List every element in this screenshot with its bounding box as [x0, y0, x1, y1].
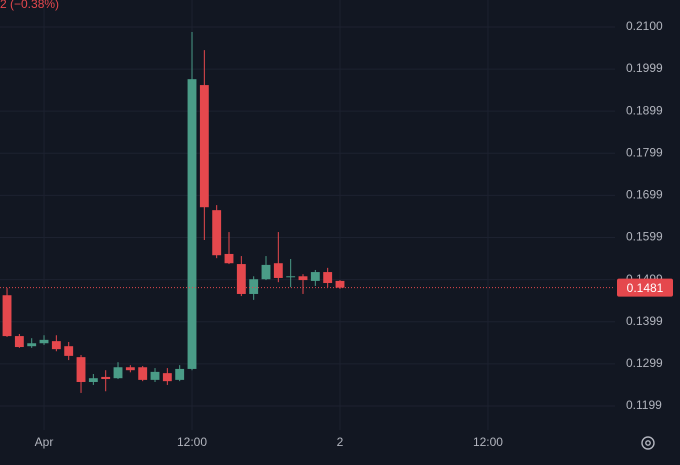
candle-body — [187, 79, 197, 369]
candle-body — [138, 367, 148, 380]
candle-body — [2, 295, 12, 337]
candle-body — [310, 272, 320, 281]
candle-body — [101, 376, 111, 380]
candle-body — [125, 367, 135, 371]
grid — [0, 0, 615, 430]
y-tick-label: 0.1699 — [626, 188, 663, 202]
current-price-label: 0.1481 — [627, 281, 664, 295]
x-tick-label: Apr — [35, 435, 54, 449]
x-tick-label: 12:00 — [473, 435, 503, 449]
current-price-box — [617, 278, 673, 297]
y-tick-label: 0.1799 — [626, 145, 663, 159]
candle-body — [236, 264, 246, 294]
candle-body — [113, 367, 123, 379]
y-tick-label: 0.1599 — [626, 230, 663, 244]
candle-body — [199, 85, 209, 208]
settings-button[interactable] — [641, 436, 655, 450]
candle-body — [88, 378, 98, 382]
candle-body — [150, 371, 160, 380]
gear-center[interactable] — [645, 440, 651, 446]
axes: 0.11990.12990.13990.14990.15990.16990.17… — [35, 19, 673, 449]
candle-body — [175, 368, 185, 380]
candle-body — [76, 357, 86, 382]
gear-ring[interactable] — [641, 436, 655, 450]
y-tick-label: 0.2100 — [626, 19, 663, 33]
x-tick-label: 2 — [337, 435, 344, 449]
candle-body — [249, 279, 259, 294]
candle-body — [27, 343, 37, 347]
candle-body — [298, 276, 308, 281]
y-tick-label: 0.1299 — [626, 356, 663, 370]
y-tick-label: 0.1899 — [626, 103, 663, 117]
header-change: 2 (−0.38%) — [0, 0, 59, 11]
candle-body — [162, 373, 172, 382]
y-tick-label: 0.1199 — [626, 398, 662, 412]
candle-body — [335, 280, 345, 288]
candle-body — [212, 210, 222, 256]
plot-area — [0, 32, 615, 393]
x-tick-label: 12:00 — [177, 435, 207, 449]
candle-body — [273, 263, 283, 278]
candle-body — [261, 264, 271, 280]
candle-body — [224, 253, 234, 264]
candle-body — [323, 272, 333, 284]
candle-body — [14, 336, 24, 348]
y-tick-label: 0.1399 — [626, 314, 663, 328]
candle-body — [39, 339, 49, 344]
y-tick-label: 0.1999 — [626, 61, 663, 75]
candle-body — [51, 341, 61, 350]
candle-body — [286, 276, 296, 278]
candle-body — [64, 346, 74, 356]
